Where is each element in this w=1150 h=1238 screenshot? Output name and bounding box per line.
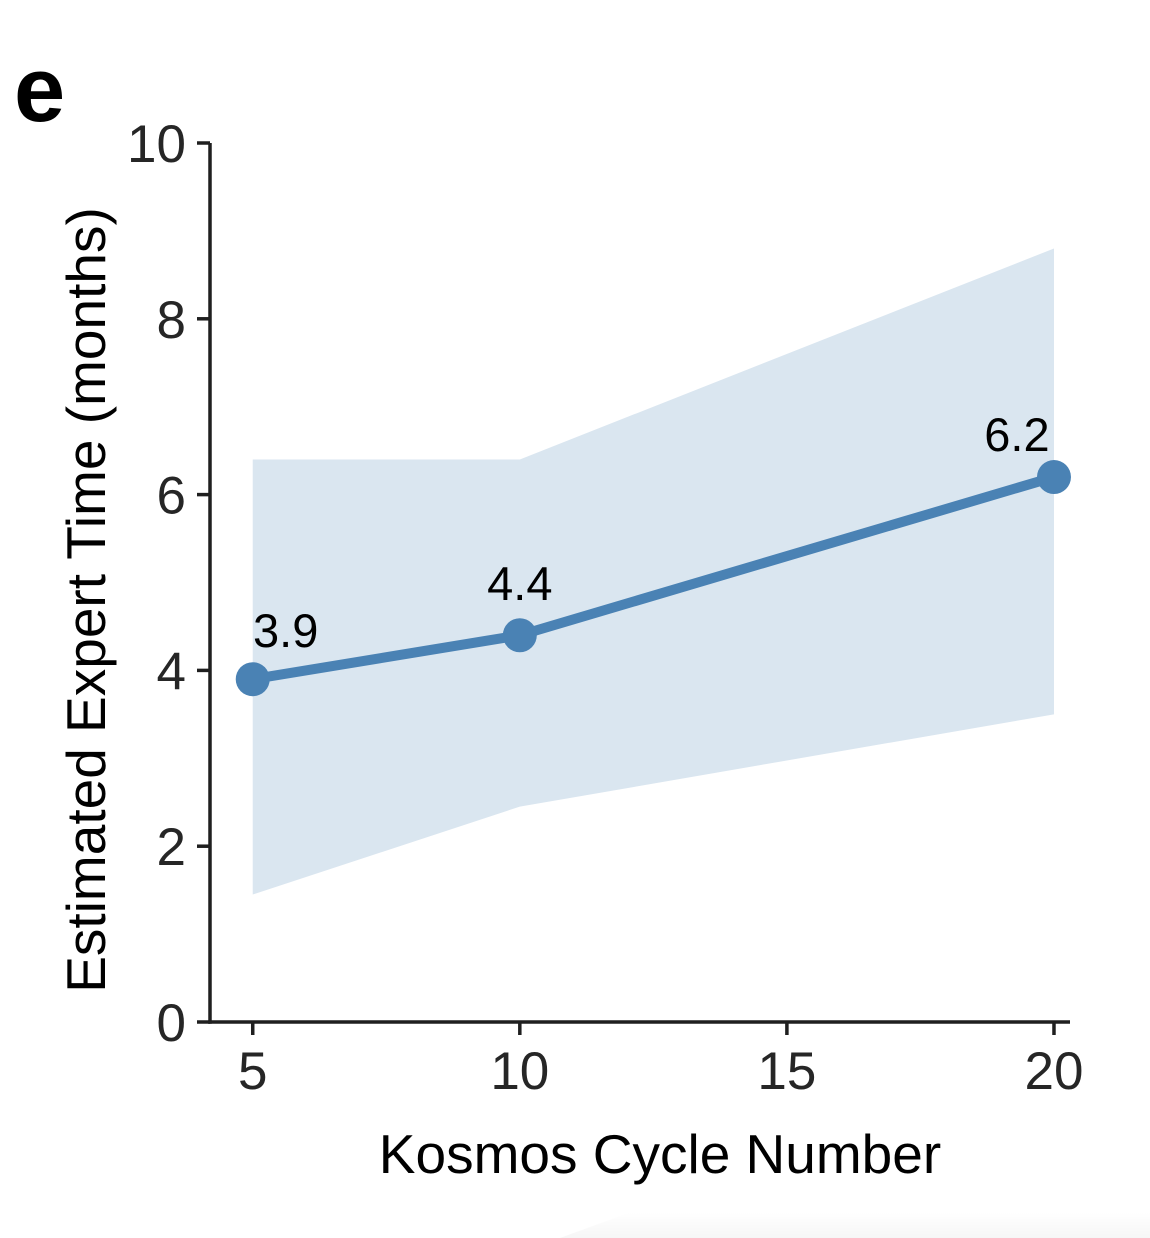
- data-label-layer: 3.9 4.4 6.2: [253, 408, 1050, 657]
- y-tick-label: 6: [157, 467, 186, 526]
- y-axis-title: Estimated Expert Time (months): [55, 207, 117, 993]
- trend-line-layer: [235, 460, 1071, 697]
- data-point-label: 4.4: [487, 557, 552, 610]
- confidence-band-layer: [252, 248, 1054, 895]
- data-point-marker: [502, 618, 537, 653]
- x-tick-label: 10: [490, 1042, 549, 1101]
- y-tick-label: 0: [157, 994, 186, 1053]
- x-axis-title: Kosmos Cycle Number: [379, 1123, 941, 1185]
- data-point-label: 3.9: [253, 604, 318, 657]
- panel-letter-label: e: [14, 39, 66, 141]
- confidence-band: [252, 248, 1054, 895]
- x-tick-label: 15: [757, 1042, 816, 1101]
- y-tick-label: 8: [157, 291, 186, 350]
- x-tick-label: 20: [1024, 1042, 1083, 1101]
- data-point-label: 6.2: [984, 408, 1049, 461]
- x-tick-label: 5: [238, 1042, 267, 1101]
- y-tick-label: 4: [157, 642, 186, 701]
- y-tick-label: 2: [157, 818, 186, 877]
- axes-layer: 5 10 15 20 0 2 4 6 8 10: [127, 115, 1083, 1101]
- y-tick-label: 10: [127, 115, 186, 174]
- data-point-marker: [1036, 460, 1071, 495]
- data-point-marker: [235, 662, 270, 697]
